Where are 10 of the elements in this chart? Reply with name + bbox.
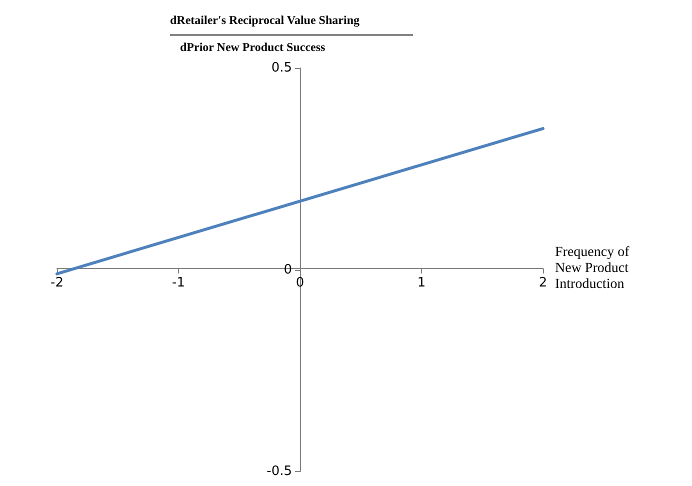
y-axis-title: dRetailer′s Reciprocal Value Sharing dPrior New Product Success xyxy=(170,13,360,54)
x-tick-label: 2 xyxy=(538,276,548,290)
y-tick-label: 0.5 xyxy=(271,60,292,76)
x-tick-label: -1 xyxy=(172,276,185,290)
x-axis-title: Frequency of New Product Introduction xyxy=(555,245,630,292)
x-tick-label: -2 xyxy=(50,276,64,290)
y-tick-label: 0 xyxy=(284,262,292,278)
y-tick-label: -0.5 xyxy=(266,464,292,479)
x-tick-label: 0 xyxy=(296,276,304,290)
x-tick-label: 1 xyxy=(417,276,426,290)
